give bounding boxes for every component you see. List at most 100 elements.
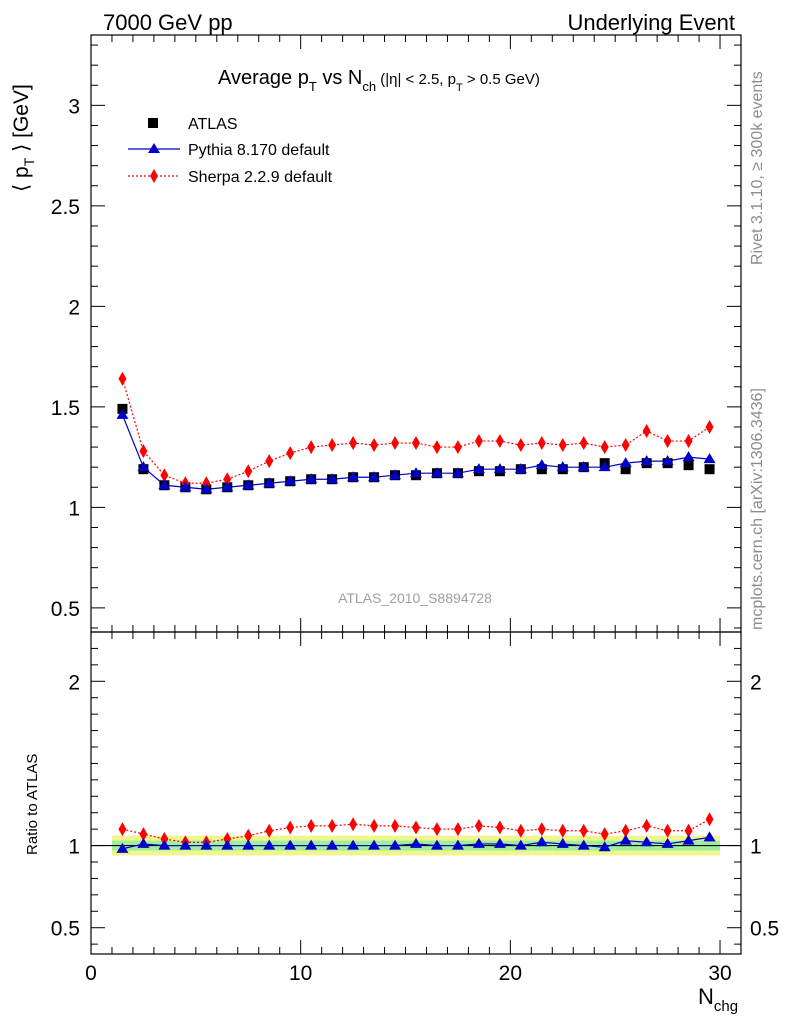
sherpa-ratio-point xyxy=(328,818,337,833)
sherpa-point xyxy=(621,438,630,453)
atlas-point xyxy=(536,464,547,475)
pythia-ratio-point xyxy=(389,839,402,850)
pythia-point xyxy=(493,463,506,474)
sherpa-point xyxy=(474,434,483,449)
sherpa-ratio-point xyxy=(705,812,714,827)
pythia-ratio-point xyxy=(326,839,339,850)
pythia-ratio-point xyxy=(703,831,716,842)
pythia-ratio-point xyxy=(451,839,464,850)
pythia-point xyxy=(263,477,276,488)
pythia-point xyxy=(514,463,527,474)
sherpa-point xyxy=(537,436,546,451)
sherpa-point xyxy=(600,440,609,455)
sherpa-ratio-point xyxy=(432,822,441,837)
sherpa-point xyxy=(118,371,127,386)
y-axis-label-ratio: Ratio to ATLAS xyxy=(24,754,41,855)
sherpa-ratio-point xyxy=(139,827,148,842)
pythia-ratio-point xyxy=(430,839,443,850)
sherpa-point xyxy=(705,419,714,434)
sherpa-ratio-point xyxy=(516,823,525,838)
pythia-ratio-point xyxy=(284,839,297,850)
pythia-point xyxy=(682,451,695,462)
sherpa-ratio-point xyxy=(286,820,295,835)
pythia-ratio-point xyxy=(472,837,485,848)
mcplots-label: mcplots.cern.ch [arXiv:1306.3436] xyxy=(749,388,766,630)
tick-labels: 0 10 20 30 0.5 1 1.5 2 2.5 3 0.5 1 2 0.5 1 2 xyxy=(51,95,779,985)
pythia-point xyxy=(535,459,548,470)
pythia-point xyxy=(326,473,339,484)
sherpa-point xyxy=(684,434,693,449)
y-tick-label: 0.5 xyxy=(51,598,80,621)
pythia-ratio-point xyxy=(158,839,171,850)
ratio-y-tick-label-left: 2 xyxy=(68,671,80,694)
pythia-ratio-point xyxy=(242,839,255,850)
sherpa-ratio-point xyxy=(558,823,567,838)
pythia-point xyxy=(221,481,234,492)
sherpa-ratio-point xyxy=(223,832,232,846)
legend-atlas-label: ATLAS xyxy=(188,116,238,133)
ratio-y-tick-label-right: 1 xyxy=(750,836,762,859)
x-tick-label: 20 xyxy=(499,962,522,985)
pythia-ratio-point xyxy=(493,837,506,848)
sherpa-point xyxy=(642,423,651,438)
sherpa-point xyxy=(160,468,169,483)
pythia-point xyxy=(472,463,485,474)
sherpa-point xyxy=(244,464,253,479)
pythia-point xyxy=(410,467,422,478)
pythia-point xyxy=(640,455,653,466)
legend-pythia-marker xyxy=(148,143,160,153)
pythia-ratio-point xyxy=(200,839,213,850)
sherpa-point xyxy=(558,438,567,453)
ratio-y-tick-label-left: 0.5 xyxy=(51,918,80,941)
atlas-point xyxy=(117,403,128,414)
pythia-point xyxy=(137,461,150,472)
pythia-ratio-point xyxy=(682,834,695,845)
pythia-point xyxy=(368,471,381,482)
pythia-point xyxy=(200,483,213,494)
pythia-ratio-point xyxy=(221,839,234,850)
sherpa-point xyxy=(412,436,420,451)
pythia-ratio-point xyxy=(116,842,129,853)
sherpa-ratio-point xyxy=(474,818,483,833)
pythia-ratio-point xyxy=(410,837,422,848)
plot-title: Average pT vs Nch (|η| < 2.5, pT > 0.5 G… xyxy=(218,67,540,94)
sherpa-ratio-point xyxy=(265,823,274,838)
pythia-point xyxy=(619,457,632,468)
header-right: Underlying Event xyxy=(567,10,735,35)
sherpa-ratio-point xyxy=(244,828,253,843)
sherpa-ratio-point xyxy=(621,823,630,838)
sherpa-ratio-point xyxy=(579,823,588,838)
sherpa-ratio-point xyxy=(160,832,169,846)
y-tick-label: 3 xyxy=(68,95,80,118)
sherpa-ratio-point xyxy=(349,817,358,832)
atlas-point xyxy=(683,460,694,471)
pythia-point xyxy=(116,408,129,419)
sherpa-point xyxy=(516,438,525,453)
y-tick-label: 2 xyxy=(68,296,80,319)
sherpa-ratio-point xyxy=(391,818,400,833)
x-tick-label: 0 xyxy=(85,962,97,985)
pythia-ratio-point xyxy=(368,839,381,850)
sherpa-point xyxy=(579,436,588,451)
sherpa-point xyxy=(265,454,274,469)
ratio-y-tick-label-left: 1 xyxy=(68,836,80,859)
y-axis-label-main: ⟨ pT ⟩ [GeV] xyxy=(10,84,37,192)
pythia-ratio-point xyxy=(577,839,590,850)
y-tick-label: 2.5 xyxy=(51,196,80,219)
sherpa-ratio-point xyxy=(684,823,693,838)
rivet-label: Rivet 3.1.10, ≥ 300k events xyxy=(749,71,766,265)
pythia-ratio-point xyxy=(535,836,548,847)
ratio-plot-frame xyxy=(90,631,742,955)
header-left: 7000 GeV pp xyxy=(103,10,233,35)
axis-ticks xyxy=(90,35,742,954)
pythia-point xyxy=(305,473,318,484)
legend: ATLAS Pythia 8.170 default Sherpa 2.2.9 … xyxy=(128,116,333,186)
pythia-point xyxy=(158,479,171,490)
atlas-point xyxy=(620,464,631,475)
pythia-ratio-point xyxy=(661,837,674,848)
pythia-point xyxy=(242,479,255,490)
sherpa-point xyxy=(328,438,337,453)
sherpa-ratio-point xyxy=(537,822,546,837)
pythia-point xyxy=(661,455,674,466)
sherpa-point xyxy=(286,446,295,461)
